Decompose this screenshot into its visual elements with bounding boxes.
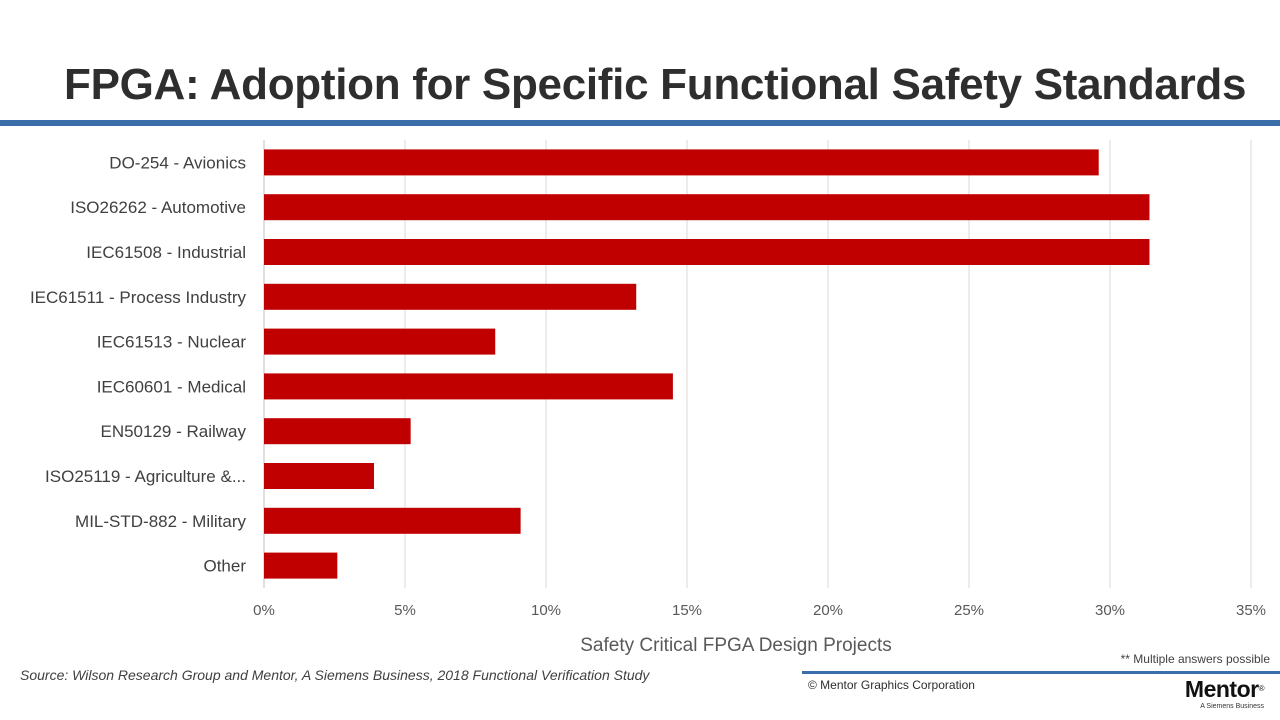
bar [264,328,496,355]
bar [264,149,1099,176]
x-tick-label: 15% [672,602,702,619]
multiple-answers-note: ** Multiple answers possible [1120,652,1270,666]
bar [264,194,1150,221]
category-label: IEC61508 - Industrial [86,243,246,262]
category-label: IEC61513 - Nuclear [97,333,247,352]
source-note: Source: Wilson Research Group and Mentor… [20,667,650,683]
page-title: FPGA: Adoption for Specific Functional S… [64,60,1247,109]
bars [264,149,1150,579]
x-tick-labels: 0% 5% 10% 15% 20% 25% 30% 35% [253,602,1266,619]
x-axis-label: Safety Critical FPGA Design Projects [580,635,892,656]
category-label: MIL-STD-882 - Military [75,512,246,531]
x-tick-label: 10% [531,602,561,619]
title-divider [0,120,1280,126]
x-tick-label: 5% [394,602,416,619]
bar [264,418,411,445]
bar [264,552,338,579]
category-label: ISO26262 - Automotive [70,198,246,217]
mentor-logo: Mentor® A Siemens Business [1184,676,1265,711]
x-tick-label: 25% [954,602,984,619]
category-label: EN50129 - Railway [100,422,246,441]
bar [264,507,521,534]
bar [264,239,1150,265]
copyright-text: © Mentor Graphics Corporation [808,678,975,692]
bar [264,283,637,310]
category-label: DO-254 - Avionics [109,153,246,172]
bar [264,373,673,400]
category-label: Other [203,557,246,576]
x-tick-label: 35% [1236,602,1266,619]
logo-mark: ® [1258,684,1265,693]
footer-divider [802,671,1280,674]
x-tick-label: 0% [253,602,275,619]
logo-name: Mentor [1184,676,1259,702]
x-tick-label: 30% [1095,602,1125,619]
bar [264,463,374,489]
category-label: IEC61511 - Process Industry [30,288,247,307]
category-labels: DO-254 - Avionics ISO26262 - Automotive IE… [30,153,247,575]
x-tick-label: 20% [813,602,843,619]
logo-tagline: A Siemens Business [1200,703,1264,710]
category-label: IEC60601 - Medical [97,377,246,396]
category-label: ISO25119 - Agriculture &... [45,467,246,486]
